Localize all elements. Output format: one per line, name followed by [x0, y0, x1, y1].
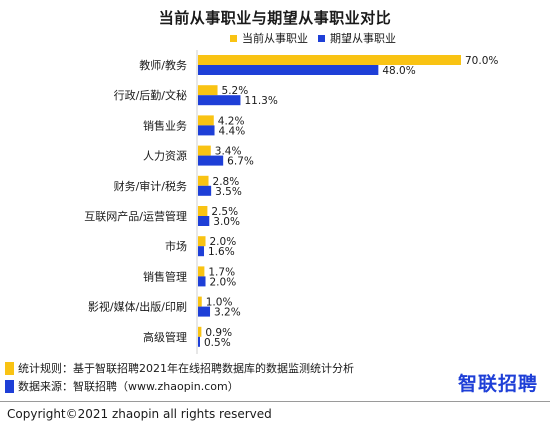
- data-label-current: 0.9%: [205, 327, 232, 339]
- data-label-current: 70.0%: [465, 55, 498, 67]
- data-label-expected: 4.4%: [219, 125, 246, 137]
- footnote-method: 统计规则：基于智联招聘2021年在线招聘数据库的数据监测统计分析: [5, 360, 354, 376]
- bar-current: [198, 326, 202, 337]
- data-label-expected: 6.7%: [227, 156, 254, 168]
- bar-current: [198, 236, 206, 247]
- bar-current: [198, 175, 209, 186]
- data-label-current: 2.0%: [210, 236, 237, 248]
- bar-expected: [198, 246, 205, 257]
- data-label-current: 5.2%: [222, 85, 249, 97]
- footer-divider: [0, 401, 550, 402]
- category-label: 人力资源: [143, 149, 187, 163]
- category-label: 互联网产品/运营管理: [84, 209, 187, 223]
- copyright: Copyright©2021 zhaopin all rights reserv…: [7, 407, 272, 421]
- bar-current: [198, 85, 218, 96]
- data-label-expected: 11.3%: [244, 95, 277, 107]
- data-label-expected: 0.5%: [204, 337, 231, 349]
- category-label: 行政/后勤/文秘: [114, 88, 187, 102]
- data-label-expected: 3.2%: [214, 307, 241, 319]
- bar-current: [198, 266, 205, 277]
- legend-swatch-expected: [318, 34, 325, 42]
- data-label-current: 2.5%: [211, 206, 238, 218]
- footnote-source-text: 数据来源：智联招聘（www.zhaopin.com）: [18, 380, 239, 393]
- data-label-current: 4.2%: [218, 115, 245, 127]
- footnote-source: 数据来源：智联招聘（www.zhaopin.com）: [5, 378, 239, 394]
- bar-expected: [198, 125, 215, 136]
- bar-current: [198, 115, 214, 126]
- data-label-expected: 2.0%: [210, 276, 237, 288]
- data-label-current: 1.0%: [206, 297, 233, 309]
- data-label-current: 3.4%: [215, 146, 242, 158]
- bar-current: [198, 296, 202, 307]
- category-label: 销售业务: [143, 118, 187, 132]
- legend: 当前从事职业 期望从事职业: [230, 30, 396, 46]
- footnote-swatch-expected: [5, 379, 14, 393]
- category-label: 影视/媒体/出版/印刷: [88, 300, 187, 314]
- category-label: 教师/教务: [139, 59, 187, 72]
- bar-expected: [198, 306, 211, 317]
- data-label-expected: 48.0%: [382, 65, 415, 77]
- bar-expected: [198, 95, 241, 106]
- legend-label-current: 当前从事职业: [242, 32, 308, 45]
- bar-expected: [198, 155, 224, 166]
- bar-current: [198, 206, 208, 216]
- data-label-current: 2.8%: [213, 176, 240, 188]
- legend-swatch-current: [230, 34, 237, 42]
- bar-expected: [198, 65, 379, 75]
- bar-current: [198, 145, 211, 156]
- bar-expected: [198, 185, 212, 196]
- bar-current: [198, 55, 461, 65]
- category-label: 销售管理: [143, 269, 187, 283]
- legend-label-expected: 期望从事职业: [330, 32, 396, 45]
- category-label: 市场: [165, 239, 187, 253]
- bar-chart: 教师/教务 70.0% 48.0% 行政/后勤/文秘 5.2%11.3% 销售业务 4.2%…: [84, 50, 498, 354]
- category-label: 高级管理: [143, 330, 187, 344]
- legend-item-current: 当前从事职业: [230, 30, 308, 46]
- data-label-expected: 1.6%: [208, 246, 235, 258]
- data-label-current: 1.7%: [208, 266, 235, 278]
- category-label: 财务/审计/税务: [114, 179, 187, 193]
- bar-expected: [198, 216, 210, 226]
- data-label-expected: 3.5%: [215, 186, 242, 198]
- legend-item-expected: 期望从事职业: [318, 30, 396, 46]
- bar-expected: [198, 276, 206, 287]
- chart-title: 当前从事职业与期望从事职业对比: [158, 9, 392, 27]
- brand-logo: 智联招聘: [457, 373, 538, 395]
- data-label-expected: 3.0%: [213, 216, 240, 228]
- footnote-swatch-current: [5, 361, 14, 375]
- bar-expected: [198, 336, 200, 347]
- footnote-method-text: 统计规则：基于智联招聘2021年在线招聘数据库的数据监测统计分析: [18, 362, 354, 375]
